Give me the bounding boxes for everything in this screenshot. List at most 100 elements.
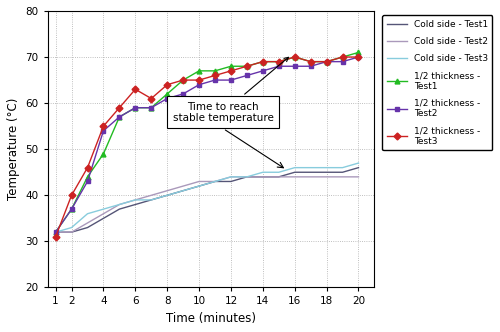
Cold side - Test1 [132, 203, 138, 207]
1/2 thickness -
Test2 [276, 64, 282, 68]
1/2 thickness -
Test1 [244, 64, 250, 68]
1/2 thickness -
Test3 [180, 78, 186, 82]
Cold side - Test3 [180, 189, 186, 193]
1/2 thickness -
Test3 [100, 124, 106, 128]
1/2 thickness -
Test3 [84, 166, 90, 170]
Cold side - Test1 [292, 170, 298, 174]
Cold side - Test2 [308, 175, 314, 179]
Cold side - Test3 [308, 166, 314, 170]
Cold side - Test3 [228, 175, 234, 179]
1/2 thickness -
Test3 [212, 73, 218, 77]
1/2 thickness -
Test2 [212, 78, 218, 82]
Cold side - Test2 [324, 175, 330, 179]
Cold side - Test2 [292, 175, 298, 179]
1/2 thickness -
Test1 [196, 69, 202, 73]
Cold side - Test3 [212, 180, 218, 184]
Cold side - Test1 [100, 216, 106, 220]
Cold side - Test1 [164, 193, 170, 197]
1/2 thickness -
Test2 [148, 106, 154, 110]
Line: 1/2 thickness -
Test2: 1/2 thickness - Test2 [53, 54, 361, 235]
Cold side - Test3 [292, 166, 298, 170]
Cold side - Test1 [180, 189, 186, 193]
Cold side - Test2 [52, 230, 59, 234]
1/2 thickness -
Test2 [84, 180, 90, 184]
Cold side - Test1 [228, 180, 234, 184]
Cold side - Test3 [260, 170, 266, 174]
1/2 thickness -
Test3 [148, 97, 154, 101]
Cold side - Test2 [196, 180, 202, 184]
1/2 thickness -
Test2 [260, 69, 266, 73]
1/2 thickness -
Test1 [260, 60, 266, 64]
1/2 thickness -
Test3 [276, 60, 282, 64]
Cold side - Test1 [148, 198, 154, 202]
1/2 thickness -
Test3 [356, 55, 362, 59]
Cold side - Test3 [100, 207, 106, 211]
Cold side - Test1 [308, 170, 314, 174]
Cold side - Test3 [324, 166, 330, 170]
Cold side - Test3 [148, 198, 154, 202]
Cold side - Test1 [356, 166, 362, 170]
Cold side - Test2 [132, 198, 138, 202]
1/2 thickness -
Test2 [196, 83, 202, 87]
1/2 thickness -
Test3 [228, 69, 234, 73]
1/2 thickness -
Test1 [180, 78, 186, 82]
1/2 thickness -
Test1 [148, 106, 154, 110]
1/2 thickness -
Test3 [196, 78, 202, 82]
Cold side - Test2 [68, 230, 74, 234]
1/2 thickness -
Test3 [260, 60, 266, 64]
1/2 thickness -
Test3 [324, 60, 330, 64]
1/2 thickness -
Test1 [324, 60, 330, 64]
1/2 thickness -
Test2 [132, 106, 138, 110]
Line: 1/2 thickness -
Test3: 1/2 thickness - Test3 [53, 54, 361, 239]
1/2 thickness -
Test2 [340, 60, 345, 64]
Cold side - Test2 [244, 175, 250, 179]
Cold side - Test3 [84, 212, 90, 216]
Cold side - Test3 [356, 161, 362, 165]
1/2 thickness -
Test2 [324, 60, 330, 64]
1/2 thickness -
Test3 [308, 60, 314, 64]
Cold side - Test3 [276, 170, 282, 174]
X-axis label: Time (minutes): Time (minutes) [166, 312, 256, 325]
Cold side - Test2 [180, 184, 186, 188]
Cold side - Test1 [84, 225, 90, 229]
Cold side - Test1 [52, 230, 59, 234]
1/2 thickness -
Test1 [212, 69, 218, 73]
1/2 thickness -
Test2 [244, 73, 250, 77]
Cold side - Test1 [212, 180, 218, 184]
1/2 thickness -
Test2 [180, 92, 186, 96]
Cold side - Test2 [212, 180, 218, 184]
Cold side - Test3 [68, 225, 74, 229]
1/2 thickness -
Test2 [228, 78, 234, 82]
1/2 thickness -
Test2 [52, 230, 59, 234]
Cold side - Test3 [244, 175, 250, 179]
1/2 thickness -
Test2 [100, 129, 106, 133]
Cold side - Test1 [68, 230, 74, 234]
Cold side - Test3 [116, 203, 122, 207]
Cold side - Test2 [340, 175, 345, 179]
1/2 thickness -
Test3 [244, 64, 250, 68]
1/2 thickness -
Test1 [228, 64, 234, 68]
Cold side - Test2 [260, 175, 266, 179]
1/2 thickness -
Test2 [68, 207, 74, 211]
1/2 thickness -
Test1 [84, 175, 90, 179]
1/2 thickness -
Test1 [116, 115, 122, 119]
1/2 thickness -
Test1 [68, 207, 74, 211]
Cold side - Test2 [116, 203, 122, 207]
1/2 thickness -
Test1 [100, 152, 106, 156]
1/2 thickness -
Test3 [116, 106, 122, 110]
Line: Cold side - Test3: Cold side - Test3 [56, 163, 358, 232]
Cold side - Test3 [52, 230, 59, 234]
Text: Time to reach
stable temperature: Time to reach stable temperature [172, 57, 288, 123]
1/2 thickness -
Test1 [132, 106, 138, 110]
1/2 thickness -
Test1 [308, 60, 314, 64]
Cold side - Test3 [196, 184, 202, 188]
Cold side - Test2 [100, 212, 106, 216]
1/2 thickness -
Test3 [52, 235, 59, 239]
1/2 thickness -
Test2 [308, 64, 314, 68]
Cold side - Test1 [324, 170, 330, 174]
Cold side - Test2 [228, 175, 234, 179]
1/2 thickness -
Test3 [292, 55, 298, 59]
Cold side - Test1 [196, 184, 202, 188]
1/2 thickness -
Test1 [340, 55, 345, 59]
1/2 thickness -
Test2 [116, 115, 122, 119]
